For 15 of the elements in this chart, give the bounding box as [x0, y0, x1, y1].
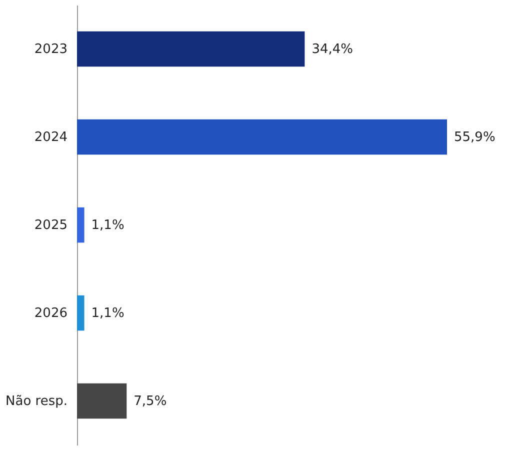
bar	[77, 295, 84, 331]
data-label: 1,1%	[91, 306, 124, 321]
bar	[77, 383, 127, 419]
bar	[77, 207, 84, 243]
y-tick-label: 2024	[34, 130, 68, 145]
data-label: 7,5%	[134, 394, 167, 409]
bar	[77, 31, 305, 67]
data-label: 1,1%	[91, 218, 124, 233]
y-tick-label: 2023	[34, 42, 68, 57]
data-label: 34,4%	[312, 42, 354, 57]
data-label: 55,9%	[454, 130, 496, 145]
y-tick-label: 2025	[34, 218, 68, 233]
bar	[77, 119, 447, 155]
y-tick-label: Não resp.	[6, 394, 68, 409]
y-tick-label: 2026	[34, 306, 68, 321]
